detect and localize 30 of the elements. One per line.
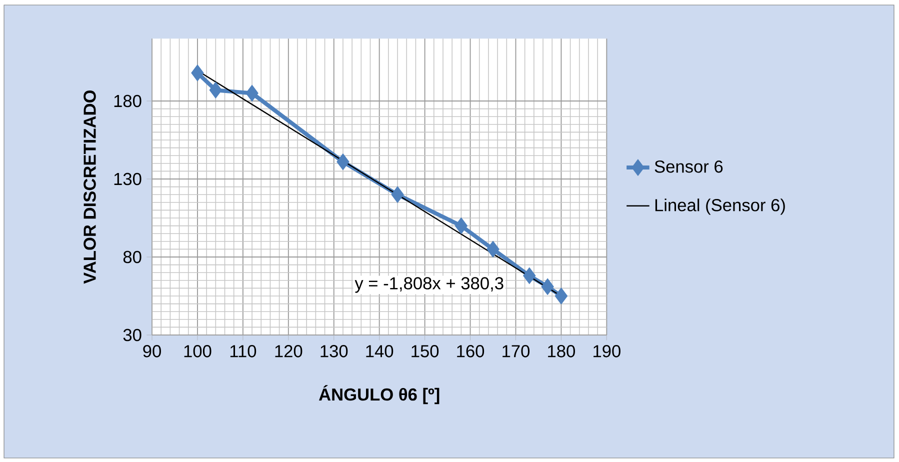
point — [191, 64, 204, 82]
legend-label: Sensor 6 — [654, 160, 723, 173]
point — [541, 278, 554, 295]
x-tick-label: 120 — [275, 345, 302, 358]
y-tick-label: 180 — [114, 94, 142, 108]
annotation: y = -1,808x + 380,3 — [354, 277, 504, 293]
point — [554, 288, 568, 304]
point — [336, 154, 350, 170]
x-tick-label: 140 — [366, 345, 394, 358]
x-tick-label: 160 — [457, 345, 484, 358]
point — [454, 217, 468, 234]
point — [523, 267, 536, 284]
point — [391, 186, 404, 203]
y-tick-label: 130 — [114, 172, 142, 186]
x-tick-label: 130 — [320, 345, 348, 358]
x-axis-title: ÁNGULO θ6 [º] — [318, 385, 440, 404]
x-tick-label: 180 — [548, 345, 575, 358]
x-tick-label: 190 — [594, 345, 620, 358]
point — [246, 84, 258, 102]
point — [486, 240, 500, 258]
y-axis-title: VALOR DISCRETIZADO — [84, 90, 96, 284]
x-tick-label: 100 — [184, 345, 212, 358]
legend-label: Lineal (Sensor 6) — [655, 198, 785, 215]
x-tick-label: 110 — [230, 345, 256, 358]
y-tick-label: 30 — [123, 328, 142, 342]
point — [209, 82, 222, 98]
x-tick-label: 150 — [412, 345, 439, 358]
x-tick-label: 170 — [502, 345, 530, 358]
y-tick-label: 80 — [123, 250, 142, 264]
x-tick-label: 90 — [143, 345, 161, 358]
